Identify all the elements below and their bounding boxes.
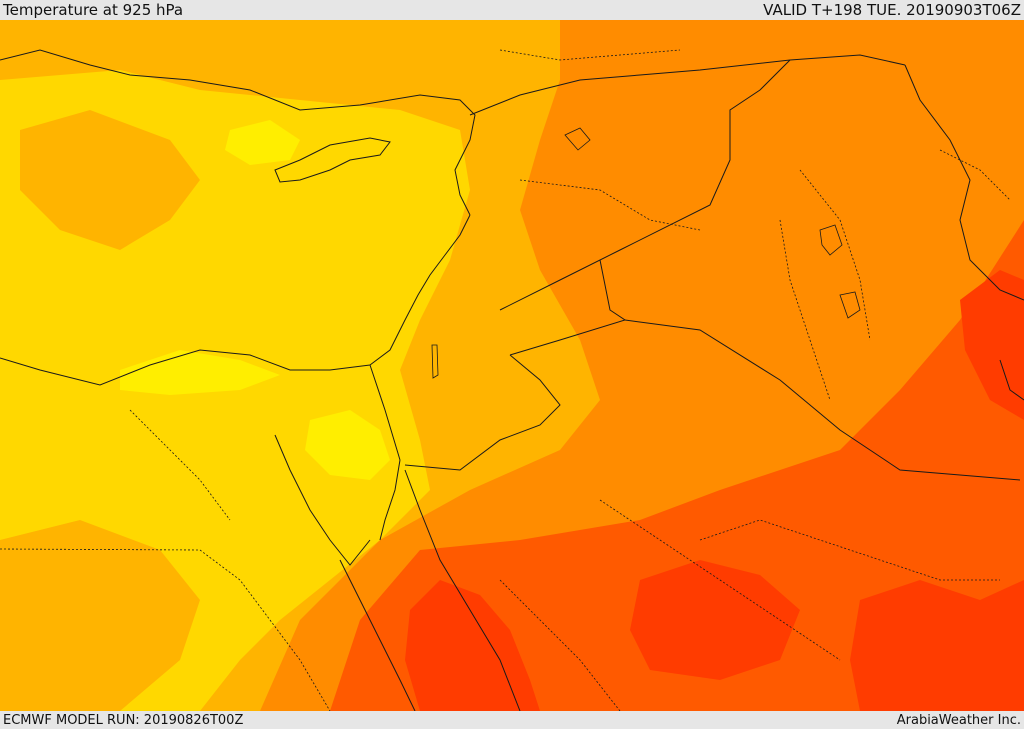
field-bright-yellow-delta xyxy=(120,350,280,395)
valid-time: VALID T+198 TUE. 20190903T06Z xyxy=(763,1,1021,19)
dead-sea xyxy=(431,344,439,379)
province-iraq-west xyxy=(779,219,831,401)
temperature-map-svg xyxy=(0,20,1024,711)
province-syria-east xyxy=(519,179,701,231)
coastline-levant xyxy=(369,214,471,366)
map-header: Temperature at 925 hPa VALID T+198 TUE. … xyxy=(0,0,1024,20)
border-egypt-israel xyxy=(369,364,401,461)
border-syria-iraq xyxy=(499,59,791,311)
field-bright-yellow-anatolia xyxy=(225,120,300,165)
province-egypt-mid xyxy=(129,409,231,521)
border-jordan-saudi xyxy=(404,354,561,471)
border-syria-turkey xyxy=(469,54,906,116)
model-run-label: ECMWF MODEL RUN: 20190826T00Z xyxy=(3,712,244,728)
border-iraq-saudi xyxy=(624,319,1021,481)
lake-razazza xyxy=(839,291,861,319)
map-title: Temperature at 925 hPa xyxy=(3,1,184,19)
temperature-map[interactable] xyxy=(0,20,1024,711)
field-orange-yellow-sea xyxy=(20,110,200,250)
field-dark-orange xyxy=(330,220,1024,711)
border-iraq-iran xyxy=(904,64,1024,301)
coastline-cyprus xyxy=(274,137,391,183)
lake-tharthar xyxy=(819,224,843,256)
coastline-gulf-of-suez xyxy=(274,434,371,566)
province-saudi-central xyxy=(699,519,1000,581)
coastline-gulf-of-aqaba xyxy=(379,459,401,541)
country-borders xyxy=(0,49,1024,711)
map-footer: ECMWF MODEL RUN: 20190826T00Z ArabiaWeat… xyxy=(0,711,1024,729)
province-saudi-north xyxy=(599,499,841,661)
coastline-turkey xyxy=(0,49,476,216)
coastline-red-sea-west xyxy=(339,559,416,711)
coastline-persian-gulf xyxy=(999,359,1024,401)
field-bright-yellow-sinai xyxy=(305,410,390,480)
credit-label: ArabiaWeather Inc. xyxy=(896,712,1021,728)
field-red-central xyxy=(630,560,800,680)
lakes xyxy=(431,127,861,379)
field-red-west xyxy=(405,580,540,711)
lake-assad xyxy=(564,127,591,151)
province-saudi-west xyxy=(499,579,621,711)
field-orange-yellow-egypt xyxy=(0,520,200,711)
coastline-egypt-north xyxy=(0,349,371,386)
province-iraq-north xyxy=(799,169,871,341)
province-borders xyxy=(0,49,1011,711)
coastline-red-sea-east xyxy=(404,469,521,711)
border-jordan-iraq xyxy=(509,259,627,356)
field-red-east xyxy=(850,580,1024,711)
province-iran xyxy=(939,149,1011,201)
